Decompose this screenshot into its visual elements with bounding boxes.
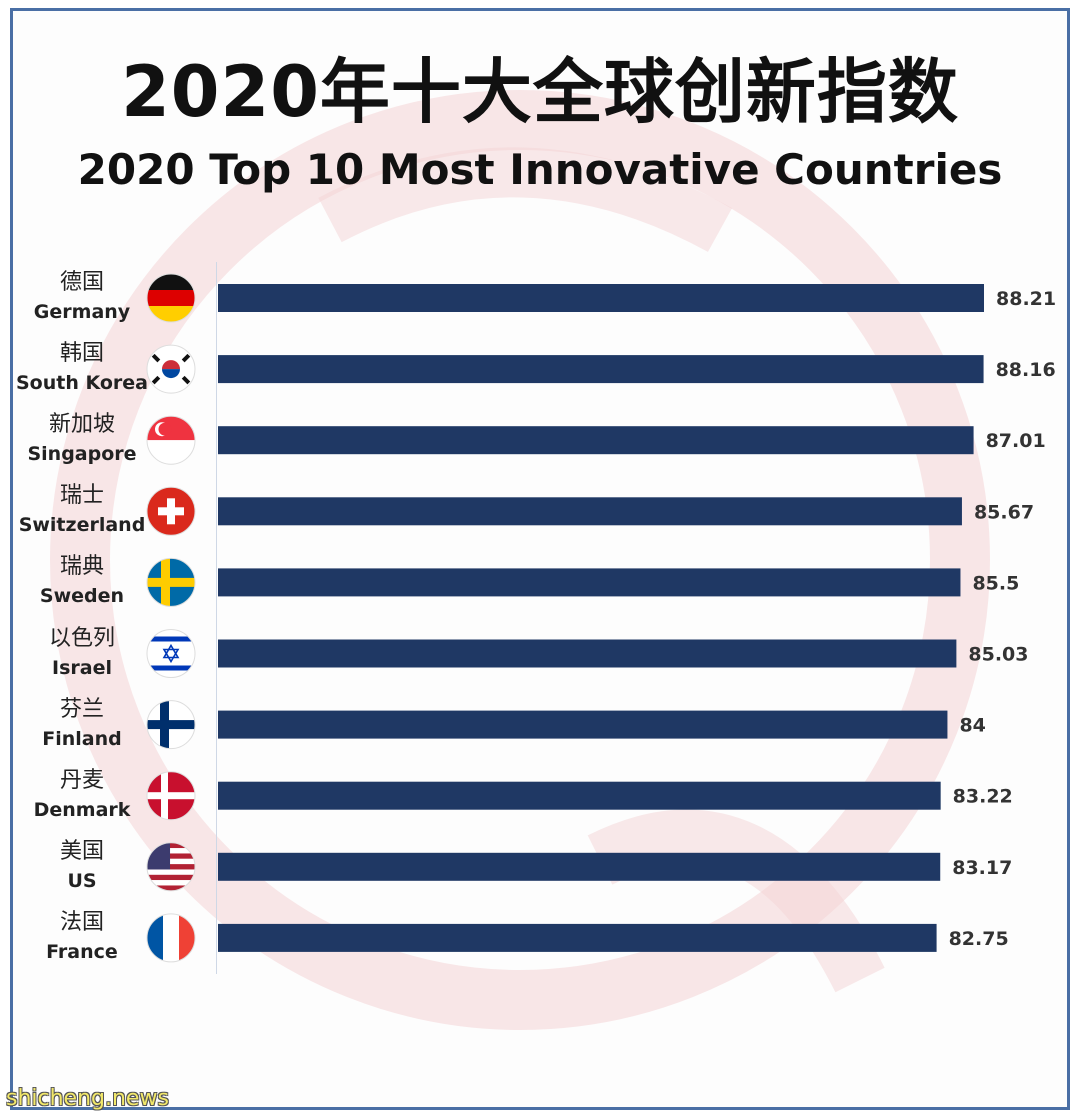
bar xyxy=(218,923,937,952)
category-label-chinese: 丹麦 xyxy=(59,767,104,793)
category-label-english: Singapore xyxy=(27,443,137,466)
category-label-english: Israel xyxy=(52,656,112,679)
category-axis-line xyxy=(216,262,217,974)
south-korea-flag-icon xyxy=(147,345,195,394)
sweden-flag-icon xyxy=(147,558,195,607)
bar-value-label: 85.67 xyxy=(974,501,1034,523)
bar xyxy=(218,497,962,526)
bar-value-label: 88.16 xyxy=(996,359,1056,381)
bar xyxy=(218,284,984,312)
singapore-flag-icon xyxy=(147,416,195,465)
bar xyxy=(218,852,941,881)
category-label: 瑞典 Sweden xyxy=(2,552,162,610)
category-label-english: US xyxy=(67,869,97,892)
source-watermark-text: shicheng.news xyxy=(6,1086,169,1111)
category-label-english: Denmark xyxy=(33,798,131,821)
germany-flag-icon xyxy=(147,274,195,322)
bar xyxy=(218,639,957,668)
flag-border xyxy=(146,273,196,323)
category-label-chinese: 瑞士 xyxy=(59,483,104,509)
bar-value-label: 85.03 xyxy=(968,644,1028,666)
flag-border xyxy=(146,344,196,394)
category-label: 法国 France xyxy=(2,908,162,966)
bar xyxy=(218,426,974,455)
bar-value-label: 88.21 xyxy=(996,288,1056,310)
flag-border xyxy=(146,486,196,536)
finland-flag-icon xyxy=(147,700,195,749)
category-label-english: Switzerland xyxy=(18,514,146,537)
category-label: 以色列 Israel xyxy=(2,624,162,682)
category-label-english: Sweden xyxy=(39,585,125,608)
category-label-english: France xyxy=(46,940,118,963)
france-flag-icon xyxy=(147,913,195,962)
chart-title-chinese: 2020年十大全球创新指数 xyxy=(121,51,959,133)
denmark-flag-icon xyxy=(147,771,195,820)
category-label: 瑞士 Switzerland xyxy=(2,481,162,539)
bar-value-label: 83.17 xyxy=(952,857,1012,879)
category-label: 新加坡 Singapore xyxy=(2,410,162,468)
category-label-chinese: 新加坡 xyxy=(48,412,115,438)
israel-flag-icon xyxy=(147,629,195,678)
switzerland-flag-icon xyxy=(147,487,195,536)
bar xyxy=(218,568,961,597)
bar-value-label: 82.75 xyxy=(949,928,1009,950)
bar xyxy=(218,710,948,739)
category-label: 丹麦 Denmark xyxy=(2,766,162,824)
category-label-chinese: 芬兰 xyxy=(59,696,104,722)
chart-title-english: 2020 Top 10 Most Innovative Countries xyxy=(77,145,1003,194)
bar xyxy=(218,355,984,384)
category-label: 芬兰 Finland xyxy=(2,695,162,753)
category-label-chinese: 瑞典 xyxy=(59,554,104,580)
flag-border xyxy=(146,629,196,678)
flag-border xyxy=(146,913,196,963)
bar xyxy=(218,781,941,810)
category-label-chinese: 美国 xyxy=(59,838,104,864)
bar-value-label: 83.22 xyxy=(953,786,1013,808)
category-label-chinese: 法国 xyxy=(59,909,104,935)
category-label-english: Germany xyxy=(33,301,131,323)
bar-value-label: 87.01 xyxy=(986,430,1046,452)
category-label-english: South Korea xyxy=(15,372,148,395)
category-label: 德国 Germany xyxy=(2,268,162,326)
flag-border xyxy=(146,842,196,892)
flag-border xyxy=(146,700,196,750)
category-label-chinese: 以色列 xyxy=(48,625,115,651)
category-label-english: Finland xyxy=(42,727,122,750)
bar-value-label: 84 xyxy=(959,715,985,737)
bar-value-label: 85.5 xyxy=(972,572,1019,594)
flag-border xyxy=(146,557,196,607)
flag-border xyxy=(146,771,196,821)
category-label: 美国 US xyxy=(2,837,162,895)
category-label-chinese: 德国 xyxy=(59,270,104,295)
flag-border xyxy=(146,415,196,465)
category-label-chinese: 韩国 xyxy=(59,341,104,367)
category-label: 韩国 South Korea xyxy=(2,339,162,397)
